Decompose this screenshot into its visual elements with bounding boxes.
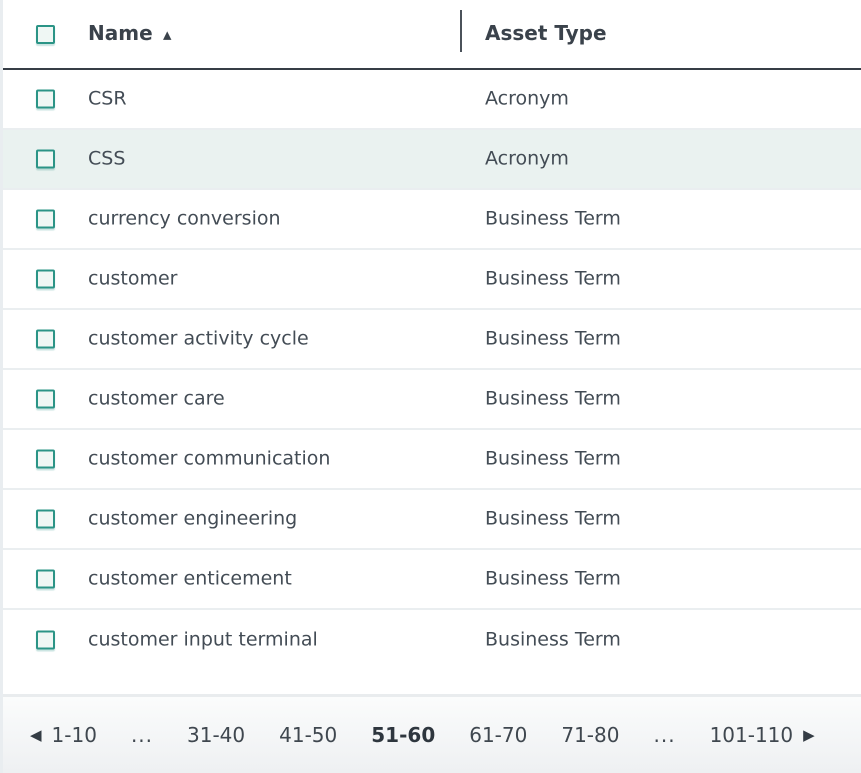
row-asset-type: Business Term: [485, 507, 621, 530]
row-name[interactable]: customer communication: [88, 447, 331, 470]
table-row[interactable]: customer activity cycle Business Term: [0, 310, 861, 370]
page-item[interactable]: 41-50: [279, 723, 338, 747]
row-checkbox[interactable]: [36, 329, 55, 349]
row-asset-type: Acronym: [485, 147, 569, 170]
pagination-pages: 1-10 ... 31-40 41-50 51-60 61-70 71-80 .…: [52, 723, 794, 747]
pagination-bar: ◀ 1-10 ... 31-40 41-50 51-60 61-70 71-80…: [0, 694, 861, 773]
row-name[interactable]: CSS: [88, 147, 126, 170]
row-checkbox[interactable]: [36, 149, 55, 169]
row-name[interactable]: customer care: [88, 387, 225, 410]
column-header-asset-type[interactable]: Asset Type: [485, 21, 607, 46]
row-asset-type: Business Term: [485, 628, 621, 651]
row-name[interactable]: currency conversion: [88, 207, 281, 230]
row-name[interactable]: customer activity cycle: [88, 327, 309, 350]
previous-page-icon[interactable]: ◀: [30, 725, 42, 744]
page-ellipsis: ...: [653, 723, 676, 747]
sort-ascending-icon[interactable]: ▲: [163, 28, 172, 42]
row-checkbox[interactable]: [36, 389, 55, 409]
row-name[interactable]: customer input terminal: [88, 628, 318, 651]
table-row[interactable]: customer care Business Term: [0, 370, 861, 430]
column-header-name[interactable]: Name: [88, 21, 153, 46]
table-row[interactable]: CSR Acronym: [0, 70, 861, 130]
row-name[interactable]: customer enticement: [88, 567, 292, 590]
select-all-checkbox[interactable]: [36, 25, 55, 44]
page-item[interactable]: 71-80: [561, 723, 620, 747]
row-name[interactable]: customer: [88, 267, 178, 290]
page-item[interactable]: 1-10: [51, 723, 97, 747]
row-asset-type: Business Term: [485, 327, 621, 350]
page-item[interactable]: 31-40: [187, 723, 246, 747]
column-resize-divider[interactable]: [460, 10, 462, 52]
page-item-current[interactable]: 51-60: [371, 723, 436, 747]
left-edge-divider: [0, 0, 3, 773]
table-body: CSR Acronym CSS Acronym currency convers…: [0, 70, 861, 670]
table-row[interactable]: customer input terminal Business Term: [0, 610, 861, 670]
row-asset-type: Business Term: [485, 267, 621, 290]
row-asset-type: Business Term: [485, 567, 621, 590]
row-checkbox[interactable]: [36, 269, 55, 289]
table-row[interactable]: customer engineering Business Term: [0, 490, 861, 550]
row-asset-type: Business Term: [485, 207, 621, 230]
table-header-row: Name ▲ Asset Type: [0, 0, 861, 70]
row-checkbox[interactable]: [36, 569, 55, 589]
row-asset-type: Business Term: [485, 387, 621, 410]
page-item[interactable]: 101-110: [709, 723, 794, 747]
next-page-icon[interactable]: ▶: [803, 725, 815, 744]
table-row[interactable]: customer Business Term: [0, 250, 861, 310]
table-row[interactable]: CSS Acronym: [0, 130, 861, 190]
row-name[interactable]: CSR: [88, 87, 127, 110]
table-row[interactable]: customer communication Business Term: [0, 430, 861, 490]
table-row[interactable]: customer enticement Business Term: [0, 550, 861, 610]
row-asset-type: Acronym: [485, 87, 569, 110]
row-checkbox[interactable]: [36, 509, 55, 529]
page-item[interactable]: 61-70: [469, 723, 528, 747]
row-checkbox[interactable]: [36, 209, 55, 229]
table-row[interactable]: currency conversion Business Term: [0, 190, 861, 250]
row-checkbox[interactable]: [36, 449, 55, 469]
page-ellipsis: ...: [130, 723, 154, 747]
row-checkbox[interactable]: [36, 89, 55, 109]
row-name[interactable]: customer engineering: [88, 507, 298, 530]
row-asset-type: Business Term: [485, 447, 621, 470]
row-checkbox[interactable]: [36, 630, 55, 650]
